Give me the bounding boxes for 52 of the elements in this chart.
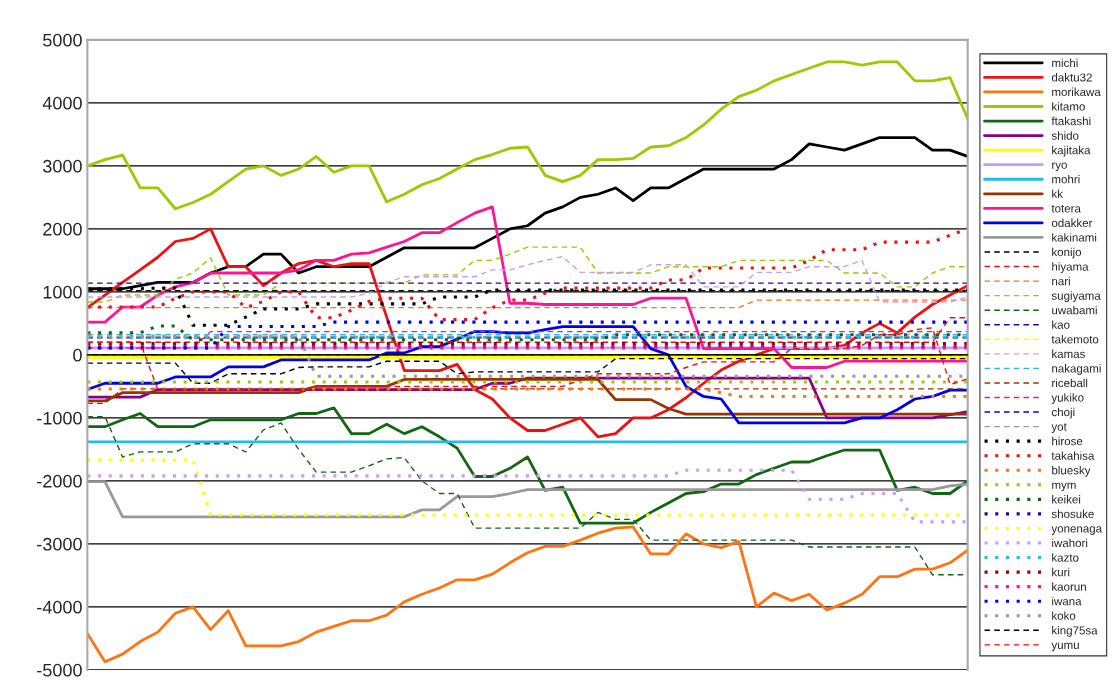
legend-label: yot bbox=[1051, 423, 1067, 434]
y-tick-label: -1000 bbox=[37, 411, 82, 425]
legend-label: riceball bbox=[1052, 378, 1088, 388]
legend-label: sugiyama bbox=[1051, 291, 1101, 303]
y-tick-label: 5000 bbox=[43, 33, 82, 47]
legend-label: totera bbox=[1051, 204, 1081, 213]
legend-label: kitamo bbox=[1052, 102, 1085, 111]
legend-label: mohri bbox=[1052, 174, 1080, 184]
y-tick-label: 0 bbox=[73, 348, 82, 362]
legend-label: kk bbox=[1052, 189, 1063, 198]
legend-label: choji bbox=[1051, 407, 1075, 419]
legend-label: yumu bbox=[1051, 642, 1079, 652]
y-tick-label: 4000 bbox=[42, 96, 82, 110]
legend-label: odakker bbox=[1051, 218, 1093, 228]
legend-label: michi bbox=[1052, 58, 1078, 67]
y-tick-label: 2000 bbox=[43, 222, 82, 236]
legend-label: mym bbox=[1052, 482, 1076, 492]
legend-label: yonenaga bbox=[1051, 526, 1103, 535]
legend-label: iwana bbox=[1052, 596, 1082, 606]
legend-label: daktu32 bbox=[1051, 73, 1092, 82]
legend-label: hirose bbox=[1052, 436, 1083, 446]
legend-label: bluesky bbox=[1052, 465, 1091, 477]
legend-label: kazto bbox=[1052, 553, 1079, 562]
legend-label: iwahori bbox=[1052, 538, 1088, 548]
legend-label: nari bbox=[1052, 276, 1070, 286]
legend-label: yukiko bbox=[1051, 393, 1084, 404]
legend-label: uwabami bbox=[1052, 305, 1097, 315]
y-tick-label: -2000 bbox=[37, 474, 82, 488]
y-tick-label: 1000 bbox=[43, 285, 82, 299]
legend-label: nakagami bbox=[1052, 364, 1101, 375]
legend-label: kaorun bbox=[1052, 582, 1086, 591]
legend-label: koko bbox=[1052, 611, 1076, 620]
legend-label: takemoto bbox=[1051, 334, 1099, 344]
legend-label: konijo bbox=[1052, 247, 1082, 259]
y-tick-label: -3000 bbox=[37, 537, 82, 551]
legend-label: kajitaka bbox=[1052, 145, 1091, 157]
legend-label: morikawa bbox=[1052, 87, 1101, 97]
legend-label: kakinami bbox=[1052, 233, 1097, 242]
legend-label: kamas bbox=[1052, 349, 1085, 358]
legend-label: kuri bbox=[1052, 567, 1070, 577]
legend-label: hiyama bbox=[1052, 262, 1089, 273]
legend-label: shido bbox=[1051, 131, 1079, 140]
y-tick-label: -5000 bbox=[37, 663, 82, 677]
legend-label: keikei bbox=[1052, 495, 1081, 504]
y-tick-label: -4000 bbox=[37, 600, 82, 614]
legend-label: shosuke bbox=[1051, 509, 1094, 519]
legend-label: ftakashi bbox=[1051, 116, 1091, 126]
legend-label: takahisa bbox=[1051, 451, 1095, 460]
legend-label: ryo bbox=[1052, 162, 1067, 172]
legend-label: kao bbox=[1052, 320, 1070, 329]
legend-label: king75sa bbox=[1052, 625, 1098, 637]
y-tick-label: 3000 bbox=[43, 159, 82, 173]
